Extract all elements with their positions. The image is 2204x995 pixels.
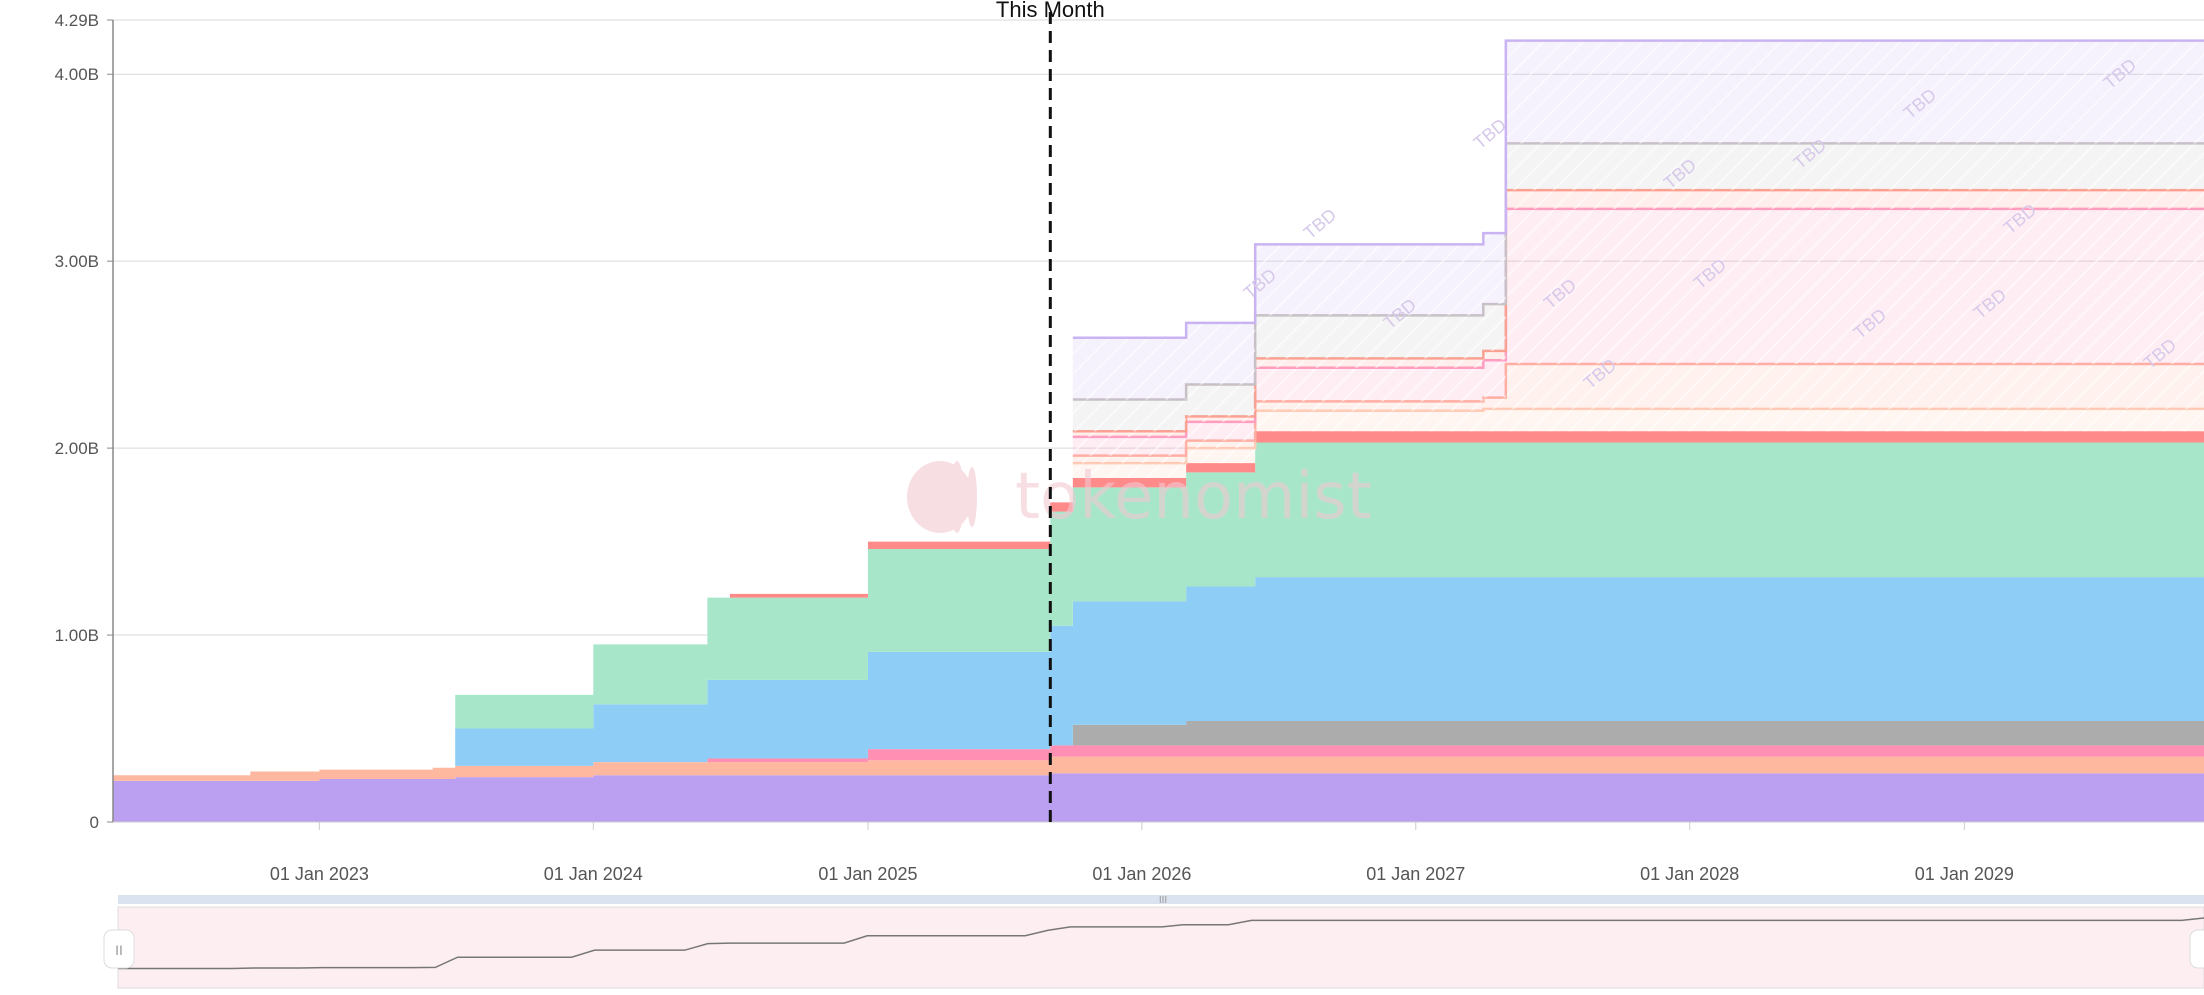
x-tick-label: 01 Jan 2026 (1092, 864, 1191, 884)
projected-hatch-5 (1072, 40, 2204, 400)
scrollbar-grip-icon[interactable]: III (1159, 895, 1167, 906)
x-tick-label: 01 Jan 2023 (270, 864, 369, 884)
this-month-label: This Month (996, 0, 1105, 22)
watermark: tokenomist (907, 460, 1372, 534)
navigator-window[interactable] (117, 906, 2204, 989)
watermark-logo-icon (950, 461, 964, 533)
navigator-handle-right[interactable] (2189, 929, 2204, 969)
navigator-scrollbar[interactable] (118, 895, 2204, 904)
area-series-5 (113, 442, 2204, 776)
x-tick-label: 01 Jan 2024 (544, 864, 643, 884)
this-month-marker: This Month (996, 0, 1105, 822)
watermark-logo-icon (967, 467, 977, 527)
projected-hatch-2 (1072, 208, 2204, 456)
y-axis-ticks: 0 1.00B 2.00B 3.00B 4.00B 4.29B (55, 11, 113, 832)
navigator-handle-left[interactable]: II (103, 929, 135, 969)
y-tick-label: 2.00B (55, 439, 99, 458)
projected-series (1072, 39, 2204, 479)
x-axis-ticks: 01 Jan 2023 01 Jan 2024 01 Jan 2025 01 Jan … (270, 822, 2014, 884)
y-tick-label: 3.00B (55, 252, 99, 271)
y-tick-label: 4.00B (55, 65, 99, 84)
projected-line-4 (1072, 142, 2204, 401)
projected-line-5 (1072, 39, 2204, 340)
navigator-line (118, 917, 2204, 970)
projected-hatch-0 (1072, 408, 2204, 479)
x-tick-label: 01 Jan 2027 (1366, 864, 1465, 884)
area-series-1 (113, 756, 2204, 781)
y-tick-label: 4.29B (55, 11, 99, 30)
area-series-4 (113, 577, 2204, 776)
x-tick-label: 01 Jan 2028 (1640, 864, 1739, 884)
handle-grip-icon: II (115, 942, 123, 958)
x-tick-label: 01 Jan 2029 (1915, 864, 2014, 884)
projected-hatch-1 (1072, 363, 2204, 464)
axes (112, 20, 2204, 823)
area-series-3 (113, 721, 2204, 776)
navigator[interactable]: III II (103, 895, 2204, 989)
watermark-text: tokenomist (1015, 460, 1372, 534)
projected-hatch-4 (1072, 143, 2204, 432)
y-tick-label: 0 (90, 813, 99, 832)
area-series-0 (113, 773, 2204, 822)
area-series-2 (113, 745, 2204, 776)
area-series (113, 431, 2204, 822)
y-tick-label: 1.00B (55, 626, 99, 645)
x-tick-label: 01 Jan 2025 (818, 864, 917, 884)
